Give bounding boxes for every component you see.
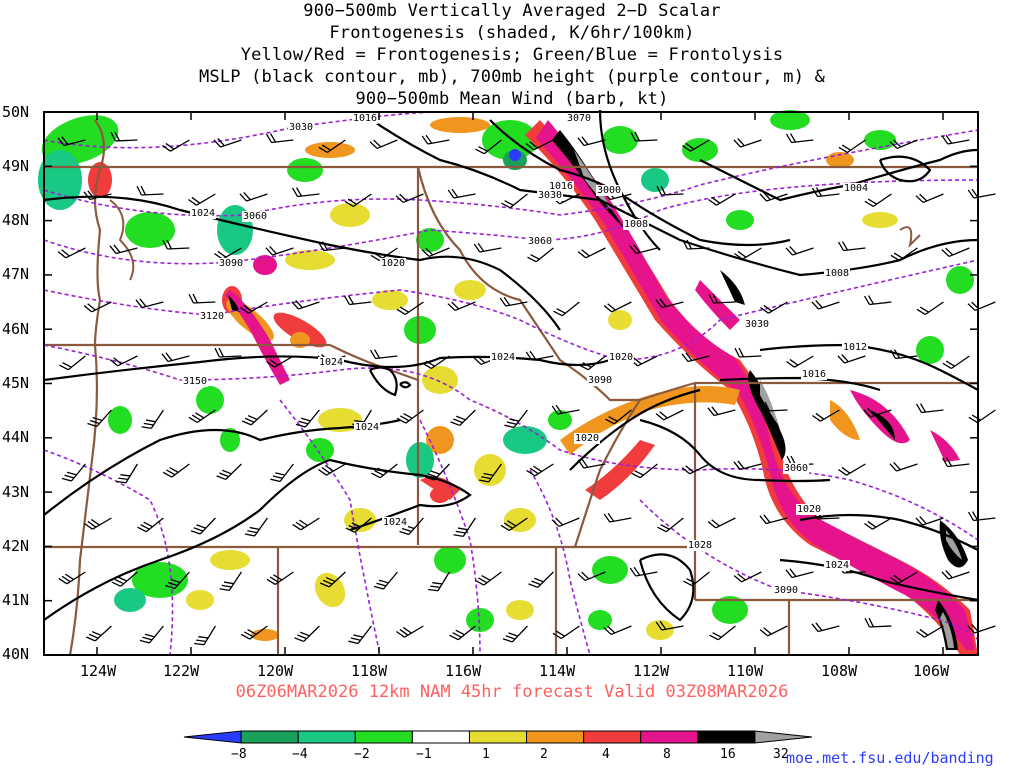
height-label: 3060 xyxy=(242,211,269,222)
height-label: 3090 xyxy=(587,375,614,386)
height-label: 3060 xyxy=(783,463,810,474)
mslp-label: 1008 xyxy=(623,219,650,230)
colorbar-label: 16 xyxy=(720,747,736,762)
lon-label: 108W xyxy=(821,662,858,680)
height-label: 3070 xyxy=(566,113,593,124)
lat-label: 43N xyxy=(2,483,30,501)
lat-label: 42N xyxy=(2,537,30,555)
mslp-label: 1016 xyxy=(352,113,379,124)
lon-label: 116W xyxy=(445,662,482,680)
mslp-label: 1024 xyxy=(382,517,409,528)
lat-label: 47N xyxy=(2,265,30,283)
wind-barbs xyxy=(57,131,996,646)
colorbar-label: −8 xyxy=(231,747,247,762)
lon-label: 110W xyxy=(727,662,764,680)
mslp-label: 1028 xyxy=(687,540,714,551)
credit-url: moe.met.fsu.edu/banding xyxy=(786,749,994,767)
lon-label: 106W xyxy=(913,662,950,680)
mslp-label: 1024 xyxy=(190,208,217,219)
colorbar-label: −2 xyxy=(354,747,370,762)
colorbar-label: 32 xyxy=(773,747,789,762)
lon-label: 114W xyxy=(539,662,576,680)
colorbar-label: −4 xyxy=(292,747,308,762)
title-line-4: MSLP (black contour, mb), 700mb height (… xyxy=(198,67,826,87)
lon-label: 120W xyxy=(257,662,294,680)
colorbar-label: 1 xyxy=(482,747,490,762)
lat-label: 40N xyxy=(2,645,30,663)
height-label: 3120 xyxy=(199,311,226,322)
valid-time-line: 06Z06MAR2026 12km NAM 45hr forecast Vali… xyxy=(235,682,789,702)
mslp-label: 1020 xyxy=(796,504,823,515)
colorbar xyxy=(183,730,813,744)
colorbar-label: 2 xyxy=(540,747,548,762)
mslp-label: 1020 xyxy=(608,352,635,363)
lat-label: 50N xyxy=(2,103,30,121)
mslp-label: 1024 xyxy=(354,422,381,433)
lon-label: 124W xyxy=(80,662,117,680)
lon-label: 122W xyxy=(163,662,200,680)
height-label: 3090 xyxy=(218,258,245,269)
height-label: 3060 xyxy=(527,236,554,247)
height-label: 3150 xyxy=(182,376,209,387)
mslp-label: 1020 xyxy=(380,258,407,269)
mslp-contours xyxy=(43,109,979,622)
colorbar-label: 8 xyxy=(663,747,671,762)
colorbar-label: −1 xyxy=(416,747,432,762)
lat-label: 41N xyxy=(2,591,30,609)
mslp-label: 1024 xyxy=(824,560,851,571)
lat-label: 49N xyxy=(2,157,30,175)
mslp-label: 1024 xyxy=(318,357,345,368)
mslp-label: 1024 xyxy=(490,352,517,363)
height-label: 3030 xyxy=(744,319,771,330)
lon-label: 112W xyxy=(633,662,670,680)
height-label: 3000 xyxy=(596,185,623,196)
mslp-label: 1012 xyxy=(842,342,869,353)
title-block: 900−500mb Vertically Averaged 2−D Scalar… xyxy=(0,0,1024,110)
title-line-1: 900−500mb Vertically Averaged 2−D Scalar xyxy=(303,1,721,21)
lat-label: 46N xyxy=(2,320,30,338)
title-line-3: Yellow/Red = Frontogenesis; Green/Blue =… xyxy=(240,45,784,65)
lat-label: 44N xyxy=(2,428,30,446)
lat-label: 48N xyxy=(2,211,30,229)
lon-label: 118W xyxy=(351,662,388,680)
height-label: 3030 xyxy=(288,122,315,133)
height-label: 3030 xyxy=(537,190,564,201)
mslp-label: 1020 xyxy=(574,433,601,444)
height-label: 3090 xyxy=(773,585,800,596)
mslp-label: 1008 xyxy=(824,268,851,279)
mslp-label: 1004 xyxy=(843,183,870,194)
mslp-label: 1016 xyxy=(801,369,828,380)
title-line-5: 900−500mb Mean Wind (barb, kt) xyxy=(355,89,669,109)
colorbar-label: 4 xyxy=(602,747,610,762)
title-line-2: Frontogenesis (shaded, K/6hr/100km) xyxy=(329,23,695,43)
mslp-label: 1016 xyxy=(548,181,575,192)
frontogenesis-shading xyxy=(38,110,978,655)
lat-label: 45N xyxy=(2,374,30,392)
axis-ticks xyxy=(44,111,978,656)
